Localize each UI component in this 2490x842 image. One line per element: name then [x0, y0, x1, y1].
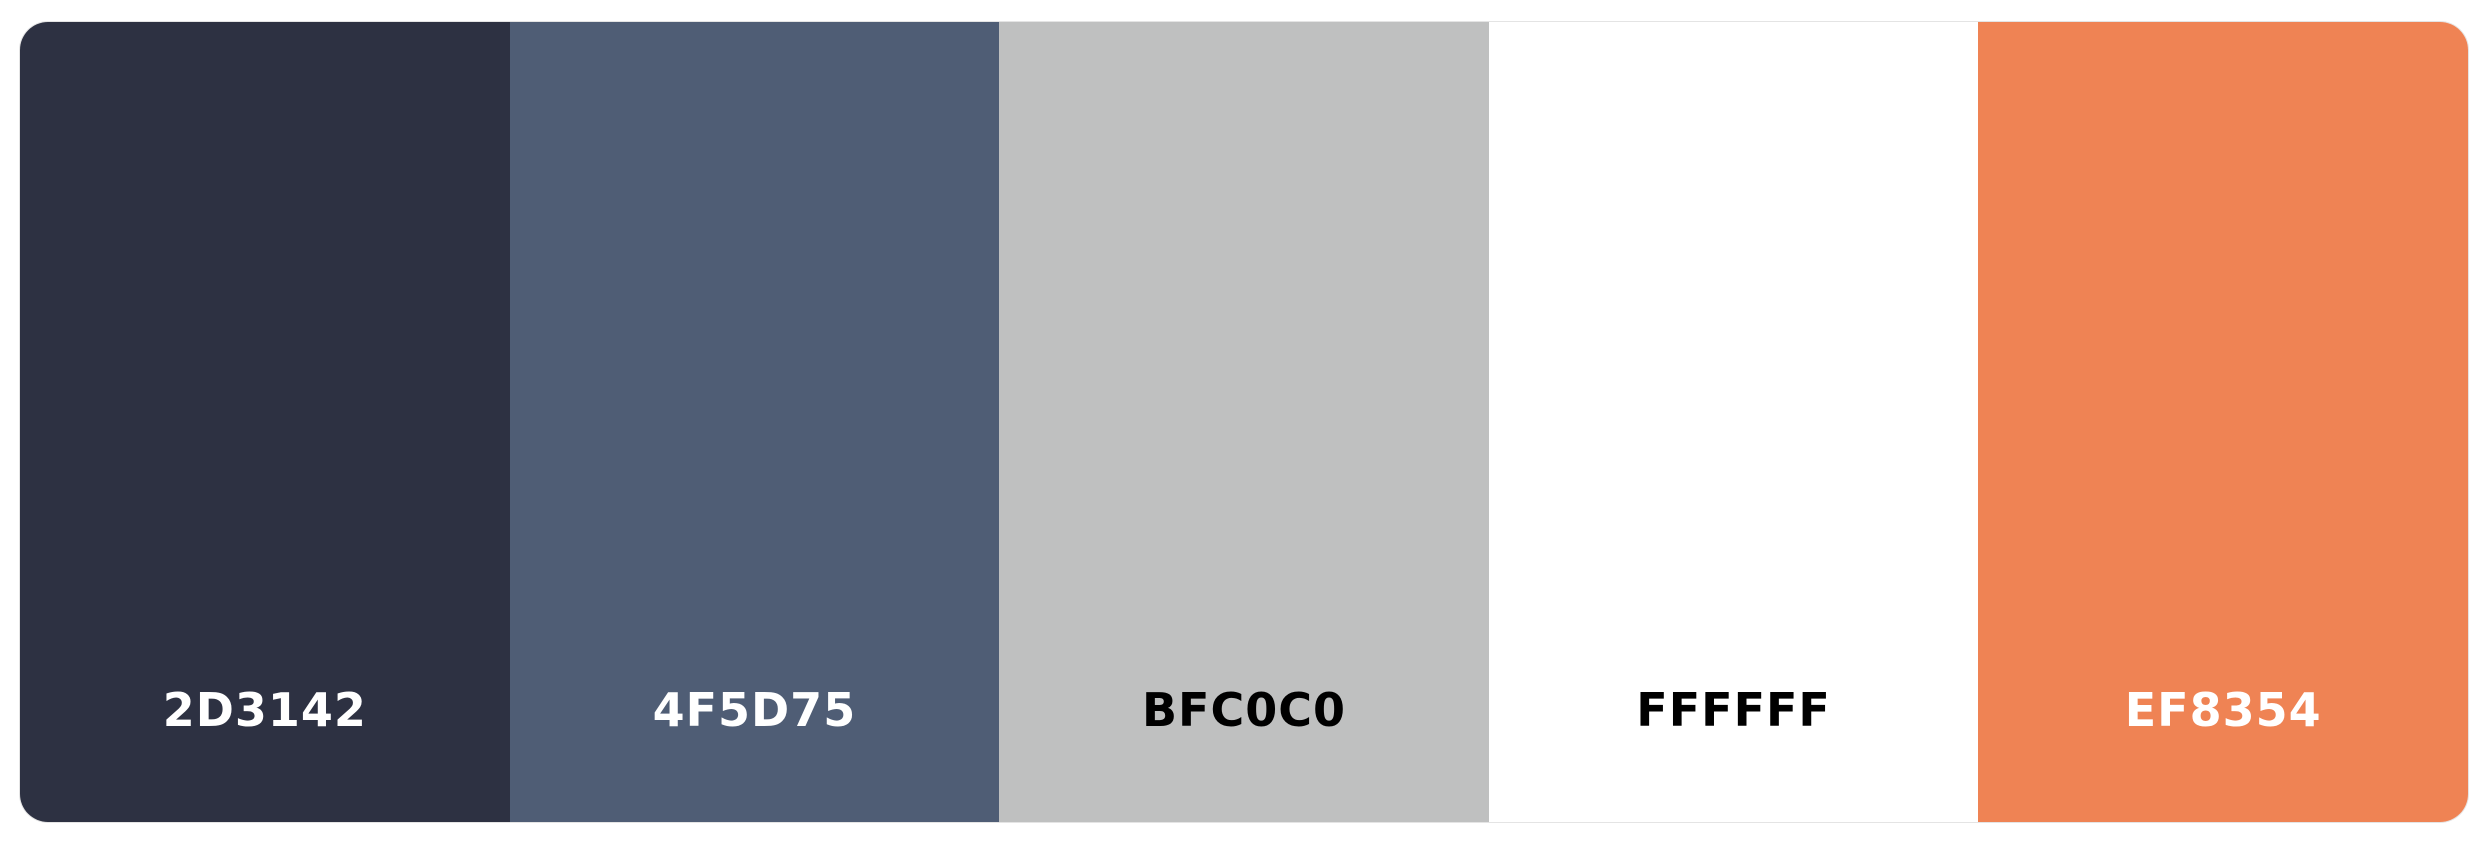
- hex-label: EF8354: [2124, 683, 2322, 737]
- color-palette: 2D3142 4F5D75 BFC0C0 FFFFFF EF8354: [20, 22, 2468, 822]
- hex-label: 2D3142: [162, 683, 367, 737]
- hex-label: BFC0C0: [1141, 683, 1346, 737]
- color-swatch-5[interactable]: EF8354: [1978, 22, 2468, 822]
- color-swatch-3[interactable]: BFC0C0: [999, 22, 1489, 822]
- hex-label: FFFFFF: [1636, 683, 1831, 737]
- color-swatch-4[interactable]: FFFFFF: [1488, 22, 1979, 822]
- color-swatch-1[interactable]: 2D3142: [20, 22, 510, 822]
- color-swatch-2[interactable]: 4F5D75: [509, 22, 1000, 822]
- hex-label: 4F5D75: [652, 683, 857, 737]
